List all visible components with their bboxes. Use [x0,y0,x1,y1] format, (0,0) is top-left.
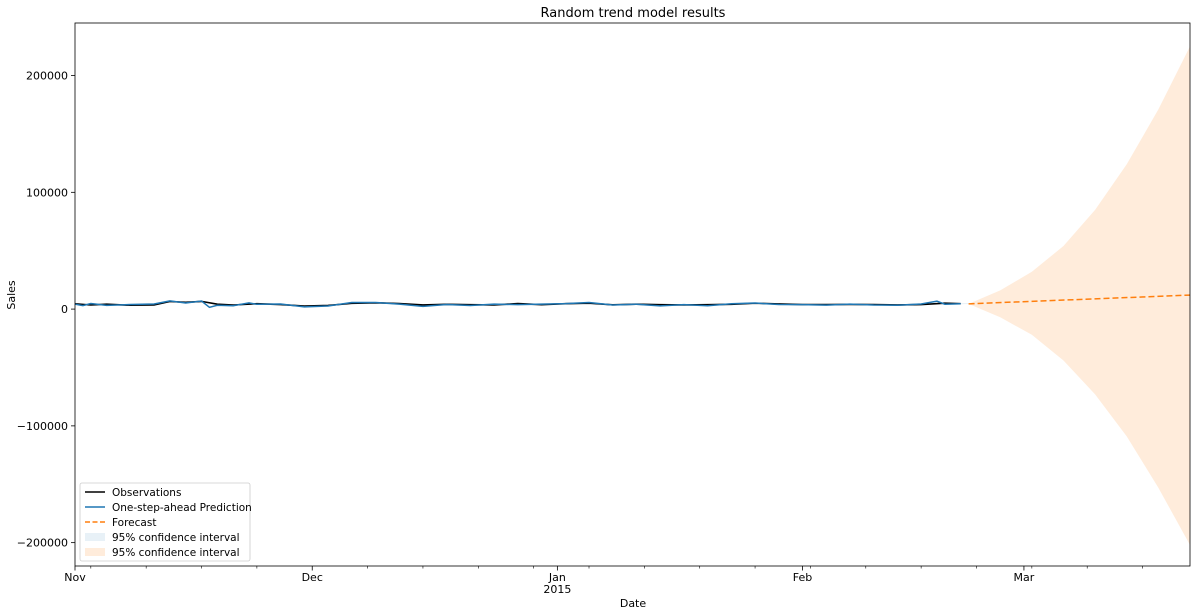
chart-title: Random trend model results [541,6,726,21]
x-axis-label: Date [620,597,647,610]
legend-swatch-4 [85,548,105,556]
legend-label-3: 95% confidence interval [112,532,240,544]
y-tick-label-4: −200000 [17,537,68,550]
legend-label-4: 95% confidence interval [112,547,240,559]
series-line-one-step-ahead-prediction [74,300,961,309]
y-tick-label-1: 100000 [26,186,68,199]
x-tick-sublabel-2: 2015 [543,583,571,596]
confidence-band-0 [960,303,969,305]
y-tick-label-2: 0 [61,303,68,316]
x-tick-label-0: Nov [64,571,86,584]
x-tick-label-3: Feb [793,571,812,584]
x-tick-label-4: Mar [1014,571,1035,584]
confidence-band-1 [968,46,1190,545]
legend-box [79,482,251,562]
x-tick-label-1: Dec [302,571,323,584]
y-axis-label: Sales [5,280,18,310]
y-axis: 200000 100000 0 −100000 −200000 [17,70,75,550]
legend-label-0: Observations [112,487,181,499]
y-tick-label-3: −100000 [17,420,68,433]
confidence-interval-layer [960,46,1190,545]
y-tick-label-0: 200000 [26,70,68,83]
legend-label-2: Forecast [112,517,156,529]
series-line-forecast [968,294,1191,305]
legend-swatch-3 [85,533,105,541]
plot-frame [74,22,1191,567]
series-layer [74,294,1191,309]
x-tick-label-2: Jan [548,571,566,584]
legend-label-1: One-step-ahead Prediction [112,502,252,514]
legend: Observations One-step-ahead Prediction For… [79,482,252,562]
